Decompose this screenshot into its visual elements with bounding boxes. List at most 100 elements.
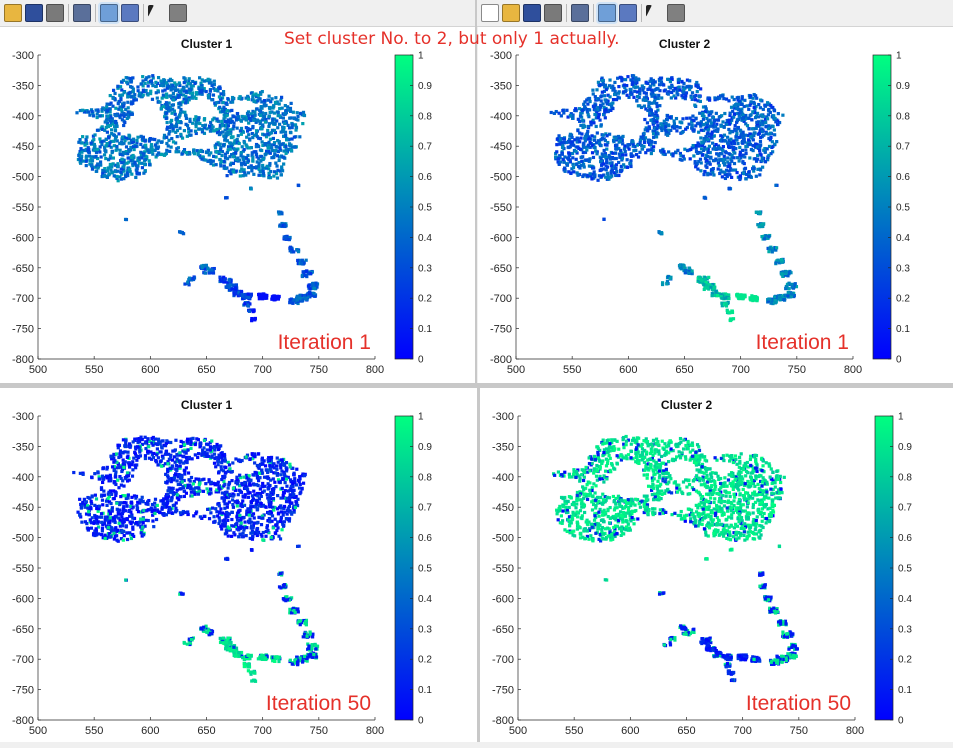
- scatter-point: [92, 142, 97, 147]
- scatter-point: [126, 169, 130, 173]
- scatter-point: [105, 105, 109, 109]
- scatter-point: [112, 139, 116, 143]
- scatter-point: [179, 230, 183, 234]
- scatter-point: [748, 103, 752, 107]
- scatter-point: [121, 462, 125, 466]
- scatter-point: [116, 462, 120, 466]
- pointer-icon[interactable]: [646, 5, 652, 17]
- scatter-point: [600, 174, 604, 178]
- scatter-point: [660, 282, 665, 287]
- scatter-point: [643, 138, 647, 142]
- scatter-point: [239, 154, 243, 158]
- scatter-point: [153, 137, 157, 142]
- scatter-point: [749, 101, 753, 106]
- scatter-point: [169, 118, 174, 122]
- dock-icon[interactable]: [598, 4, 616, 22]
- scatter-point: [290, 137, 294, 141]
- legend-icon[interactable]: [619, 4, 637, 22]
- scatter-point: [727, 142, 731, 146]
- scatter-point: [134, 144, 138, 149]
- scatter-point: [570, 135, 574, 140]
- legend-icon[interactable]: [121, 4, 139, 22]
- scatter-point: [112, 133, 117, 137]
- scatter-point: [590, 151, 595, 155]
- scatter-point: [231, 161, 236, 166]
- scatter-point: [563, 155, 567, 159]
- plot-browser-icon[interactable]: [169, 4, 187, 22]
- scatter-point: [276, 139, 280, 143]
- scatter-point: [151, 74, 155, 78]
- scatter-point: [208, 129, 213, 133]
- scatter-point: [772, 114, 776, 118]
- scatter-point: [93, 148, 97, 153]
- scatter-point: [124, 76, 128, 80]
- scatter-point: [670, 85, 674, 89]
- print-icon[interactable]: [46, 4, 64, 22]
- open-folder-icon[interactable]: [502, 4, 520, 22]
- scatter-point: [726, 310, 730, 314]
- scatter-point: [651, 132, 656, 136]
- scatter-point: [285, 136, 289, 141]
- scatter-point: [78, 108, 82, 113]
- scatter-point: [114, 114, 118, 118]
- dock-icon[interactable]: [100, 4, 118, 22]
- print-icon[interactable]: [544, 4, 562, 22]
- scatter-point: [267, 105, 272, 110]
- save-icon[interactable]: [523, 4, 541, 22]
- scatter-point: [123, 460, 127, 464]
- scatter-point: [658, 149, 663, 153]
- scatter-point: [735, 107, 739, 111]
- scatter-point: [93, 503, 97, 507]
- scatter-point: [620, 156, 625, 160]
- x-tick-label: 800: [366, 725, 384, 737]
- scatter-point: [703, 286, 707, 290]
- scatter-point: [96, 509, 100, 513]
- scatter-point: [174, 95, 178, 99]
- scatter-point: [785, 285, 789, 289]
- scatter-point: [701, 105, 706, 109]
- scatter-point: [733, 168, 738, 172]
- scatter-point: [184, 94, 188, 99]
- scatter-point: [240, 114, 244, 119]
- scatter-point: [283, 224, 287, 229]
- scatter-point: [101, 171, 105, 176]
- save-icon[interactable]: [25, 4, 43, 22]
- new-figure-icon[interactable]: [481, 4, 499, 22]
- pointer-icon[interactable]: [148, 5, 154, 17]
- scatter-point: [584, 158, 589, 162]
- scatter-point: [756, 153, 760, 158]
- link-plot-icon[interactable]: [73, 4, 91, 22]
- scatter-point: [209, 268, 213, 272]
- scatter-point: [563, 169, 567, 173]
- link-plot-icon[interactable]: [571, 4, 589, 22]
- scatter-point: [193, 129, 198, 133]
- scatter-point: [115, 165, 120, 169]
- scatter-point: [167, 101, 171, 105]
- scatter-point: [220, 477, 224, 482]
- scatter-point: [254, 142, 259, 147]
- scatter-point: [81, 135, 85, 139]
- scatter-point: [137, 455, 141, 459]
- scatter-point: [676, 93, 680, 97]
- plot-browser-icon[interactable]: [667, 4, 685, 22]
- open-folder-icon[interactable]: [4, 4, 22, 22]
- scatter-point: [763, 117, 768, 121]
- scatter-point: [147, 159, 151, 163]
- scatter-point: [229, 534, 234, 538]
- scatter-point: [743, 98, 747, 102]
- scatter-point: [102, 174, 106, 178]
- scatter-point: [212, 116, 216, 120]
- scatter-point: [722, 133, 727, 137]
- scatter-point: [261, 143, 265, 147]
- scatter-point: [690, 269, 694, 273]
- scatter-point: [188, 117, 192, 121]
- scatter-point: [267, 124, 271, 128]
- scatter-point: [554, 155, 558, 159]
- scatter-point: [755, 120, 759, 124]
- scatter-point: [742, 104, 746, 109]
- scatter-point: [113, 121, 118, 125]
- scatter-point: [649, 92, 653, 96]
- scatter-point: [150, 502, 155, 507]
- scatter-point: [112, 464, 116, 469]
- scatter-point: [581, 150, 585, 155]
